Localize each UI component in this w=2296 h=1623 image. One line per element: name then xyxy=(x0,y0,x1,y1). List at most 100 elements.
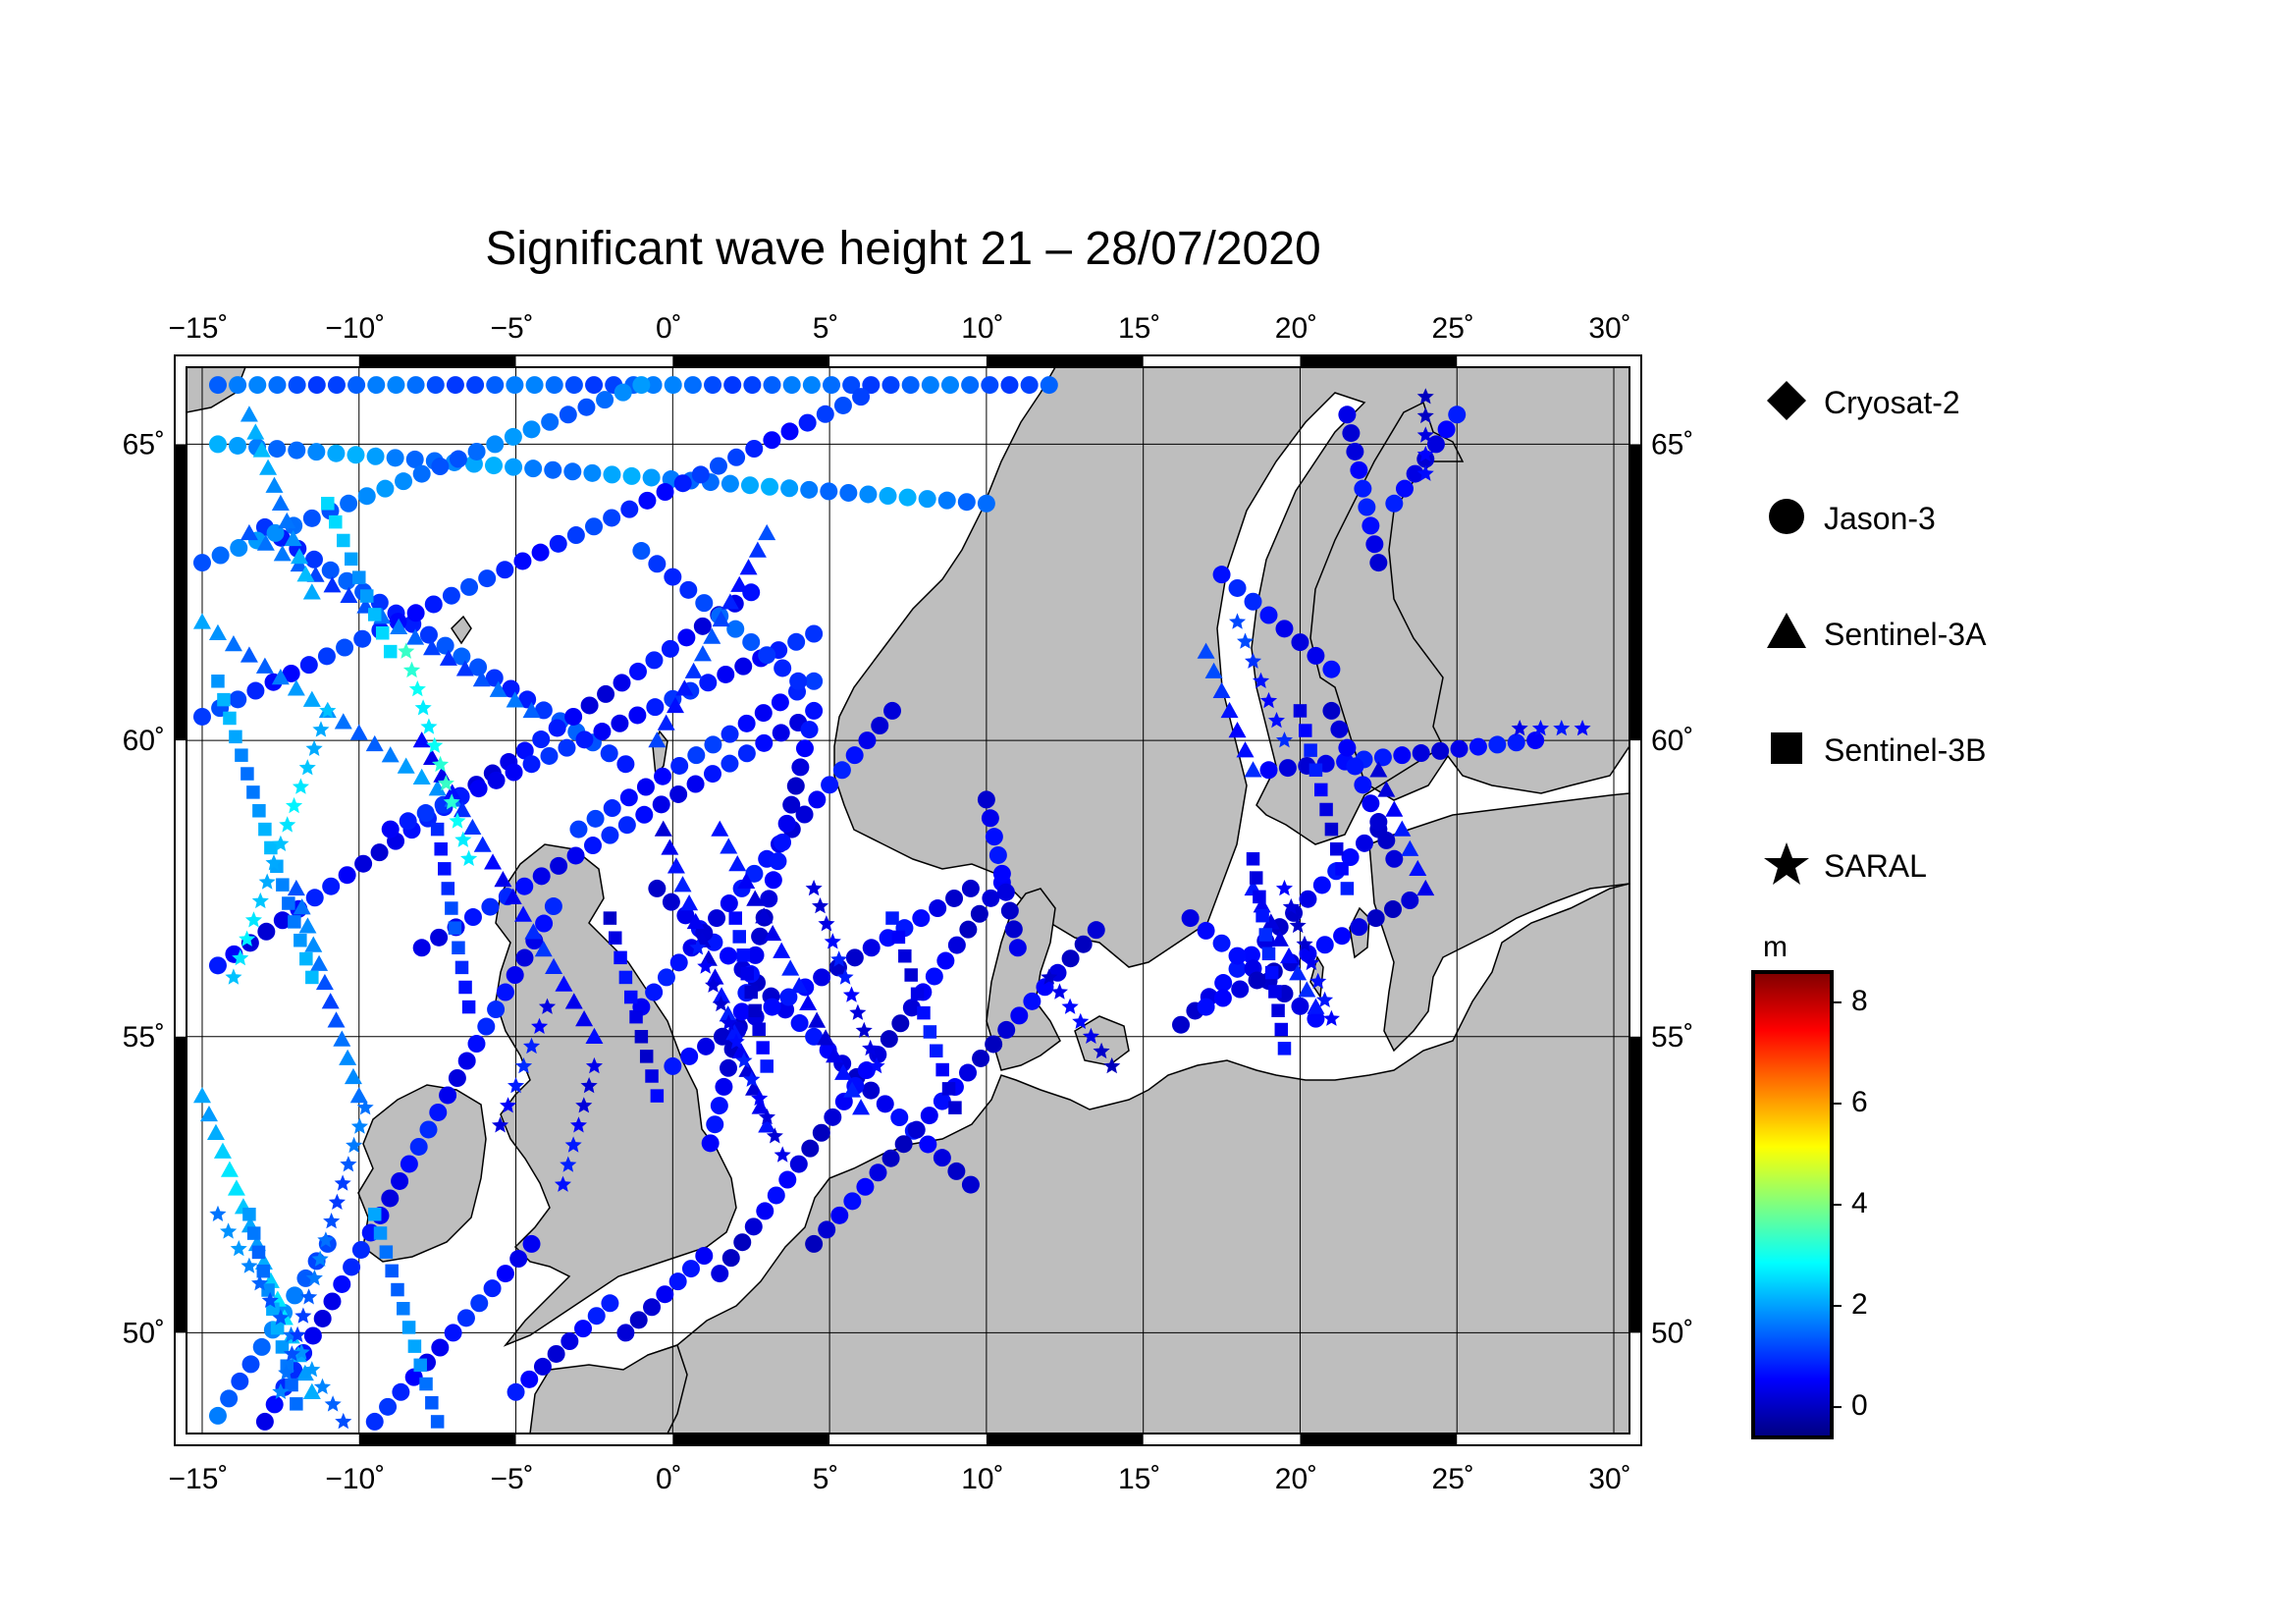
jason-3-point xyxy=(596,391,614,409)
jason-3-point xyxy=(733,1233,752,1252)
jason-3-point xyxy=(985,1035,1003,1054)
colorbar-tick-label: 8 xyxy=(1851,984,1868,1017)
sentinel-3a-point xyxy=(648,731,667,748)
colorbar-gradient xyxy=(1751,970,1834,1439)
sentinel-3b-point xyxy=(258,822,272,837)
sentinel-3b-point xyxy=(1324,822,1339,837)
jason-3-point xyxy=(992,864,1011,883)
jason-3-point xyxy=(761,477,779,496)
jason-3-point xyxy=(1341,848,1360,867)
jason-3-point xyxy=(255,1412,274,1431)
jason-3-point xyxy=(1008,939,1027,957)
jason-3-point xyxy=(959,1063,978,1082)
jason-3-point xyxy=(677,628,696,647)
jason-3-point xyxy=(691,465,710,484)
sentinel-3b-point xyxy=(614,950,627,965)
sentinel-3b-point xyxy=(760,1059,774,1073)
sentinel-3a-point xyxy=(1212,681,1231,699)
jason-3-point xyxy=(763,998,781,1016)
jason-3-point xyxy=(929,899,947,918)
sentinel-3b-point xyxy=(1255,908,1269,923)
jason-3-point xyxy=(907,1120,926,1139)
frame-band-top xyxy=(986,355,1144,367)
jason-3-point xyxy=(755,733,774,752)
jason-3-point xyxy=(737,714,756,732)
jason-3-point xyxy=(515,948,534,967)
jason-3-point xyxy=(704,376,722,395)
sentinel-3b-point xyxy=(461,1000,476,1014)
jason-3-point xyxy=(880,1030,898,1049)
jason-3-point xyxy=(782,795,801,814)
sentinel-3b-point xyxy=(623,990,638,1004)
legend-item-saral: SARAL xyxy=(1757,837,2110,895)
longitude-tick-label: 5˚ xyxy=(813,1463,839,1495)
sentinel-3a-point xyxy=(1236,741,1255,758)
jason-3-point xyxy=(862,939,881,957)
sentinel-3b-point xyxy=(438,862,452,876)
jason-3-point xyxy=(620,500,639,518)
jason-3-point xyxy=(387,376,405,395)
jason-3-point xyxy=(1365,535,1384,554)
jason-3-point xyxy=(800,721,819,739)
sentinel-3b-point xyxy=(941,1082,956,1096)
jason-3-point xyxy=(933,1092,951,1110)
jason-3-point xyxy=(1322,701,1341,720)
saral-point xyxy=(432,755,450,773)
sentinel-3b-point xyxy=(1304,743,1317,757)
saral-point xyxy=(356,1099,374,1115)
jason-3-point xyxy=(1228,959,1247,978)
sentinel-3a-point xyxy=(737,872,756,889)
jason-3-point xyxy=(798,413,817,432)
latitude-tick-label: 60˚ xyxy=(1651,725,1693,757)
jason-3-point xyxy=(936,951,955,970)
jason-3-point xyxy=(681,1260,700,1278)
jason-3-point xyxy=(656,483,674,502)
jason-3-point xyxy=(764,871,782,890)
jason-3-point xyxy=(845,746,864,765)
jason-3-point xyxy=(628,662,647,680)
sentinel-3a-point xyxy=(1289,964,1308,981)
saral-point xyxy=(1282,897,1300,915)
jason-3-point xyxy=(550,856,568,875)
sentinel-3b-point xyxy=(634,1030,649,1044)
sentinel-3a-point xyxy=(220,1161,239,1177)
jason-3-point xyxy=(933,1149,951,1167)
saral-point xyxy=(402,661,421,678)
jason-3-point xyxy=(1377,831,1396,849)
jason-3-point xyxy=(687,746,706,765)
sentinel-3a-point xyxy=(514,905,533,922)
jason-3-point xyxy=(192,707,211,726)
sentinel-3a-point xyxy=(1244,761,1262,778)
sentinel-3b-point xyxy=(264,840,278,855)
saral-point xyxy=(862,1039,880,1056)
sentinel-3a-point xyxy=(315,973,334,991)
frame-band-top xyxy=(1300,355,1458,367)
jason-3-point xyxy=(997,1020,1016,1039)
sentinel-3a-point xyxy=(227,1179,245,1196)
saral-point xyxy=(727,1033,745,1050)
jason-3-point xyxy=(754,704,773,723)
sentinel-3a-point xyxy=(287,679,305,696)
saral-point xyxy=(265,854,283,871)
jason-3-point xyxy=(405,450,424,468)
saral-point xyxy=(328,1193,346,1210)
jason-3-point xyxy=(463,908,482,927)
sentinel-3a-point xyxy=(1307,998,1325,1014)
sentinel-3b-point xyxy=(329,514,343,529)
jason-3-point xyxy=(577,398,596,416)
jason-3-point xyxy=(593,723,612,741)
sentinel-3a-point xyxy=(758,523,776,541)
sentinel-3b-point xyxy=(288,915,301,929)
sentinel-3a-point xyxy=(1377,781,1396,797)
jason-3-point xyxy=(763,431,781,450)
saral-point xyxy=(251,1274,269,1291)
jason-3-point xyxy=(1278,759,1297,778)
jason-3-point xyxy=(548,719,566,737)
jason-3-point xyxy=(961,879,980,897)
jason-3-point xyxy=(661,639,679,658)
sentinel-3a-point xyxy=(381,746,400,763)
jason-3-point xyxy=(985,828,1003,846)
jason-3-point xyxy=(412,464,431,483)
jason-3-point xyxy=(996,883,1015,901)
sentinel-3a-point xyxy=(1261,913,1280,930)
